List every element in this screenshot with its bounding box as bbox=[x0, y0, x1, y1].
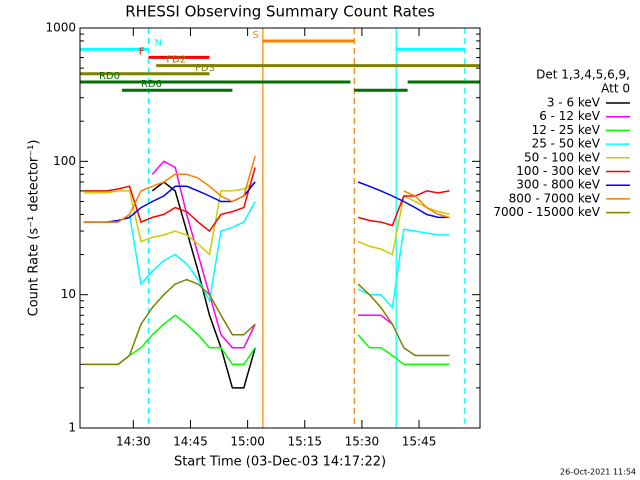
y-tick-label: 10 bbox=[61, 287, 76, 301]
legend-label: 25 - 50 keV bbox=[532, 137, 601, 151]
chart-title: RHESSI Observing Summary Count Rates bbox=[125, 3, 435, 21]
footer: 26-Oct-2021 11:54 bbox=[560, 468, 636, 477]
legend-label: 100 - 300 keV bbox=[516, 164, 600, 178]
y-tick-label: 1000 bbox=[45, 21, 76, 35]
legend-label: 6 - 12 keV bbox=[539, 109, 601, 123]
series-line bbox=[151, 181, 256, 389]
series-line bbox=[83, 167, 450, 233]
flag-label: S bbox=[252, 30, 258, 41]
series-line bbox=[151, 160, 393, 349]
y-axis-label: Count Rate (s⁻¹ detector⁻¹) bbox=[27, 140, 42, 317]
flag-label: FD2 bbox=[166, 55, 186, 66]
legend-label: 7000 - 15000 keV bbox=[493, 205, 600, 219]
plot-frame bbox=[79, 27, 481, 429]
x-tick-label: 15:30 bbox=[345, 435, 380, 449]
x-tick-label: 15:15 bbox=[287, 435, 322, 449]
legend-label: 3 - 6 keV bbox=[547, 96, 601, 110]
y-tick-label: 100 bbox=[53, 154, 76, 168]
x-axis-label: Start Time (03-Dec-03 14:17:22) bbox=[174, 455, 386, 470]
legend-title: Att 0 bbox=[601, 82, 630, 96]
series-line bbox=[83, 155, 450, 223]
x-tick-label: 15:45 bbox=[402, 435, 437, 449]
x-tick-label: 14:45 bbox=[173, 435, 208, 449]
x-tick-label: 15:00 bbox=[230, 435, 265, 449]
series-line bbox=[83, 181, 450, 223]
flag-label: RD6 bbox=[141, 79, 162, 90]
legend-label: 800 - 7000 keV bbox=[509, 191, 601, 205]
series-line bbox=[83, 314, 450, 366]
legend-label: 300 - 800 keV bbox=[516, 178, 600, 192]
flag-label: F bbox=[139, 46, 145, 57]
y-tick-label: 1 bbox=[68, 421, 76, 435]
flag-label: N bbox=[155, 38, 162, 49]
legend-label: 12 - 25 keV bbox=[532, 123, 601, 137]
series-line bbox=[83, 201, 450, 310]
flag-label: FD3 bbox=[195, 63, 215, 74]
series-line bbox=[83, 278, 450, 366]
x-tick-label: 14:30 bbox=[116, 435, 151, 449]
flag-label: RD0 bbox=[99, 71, 120, 82]
legend-label: 50 - 100 keV bbox=[524, 150, 601, 164]
legend-title: Det 1,3,4,5,6,9, bbox=[536, 68, 630, 82]
